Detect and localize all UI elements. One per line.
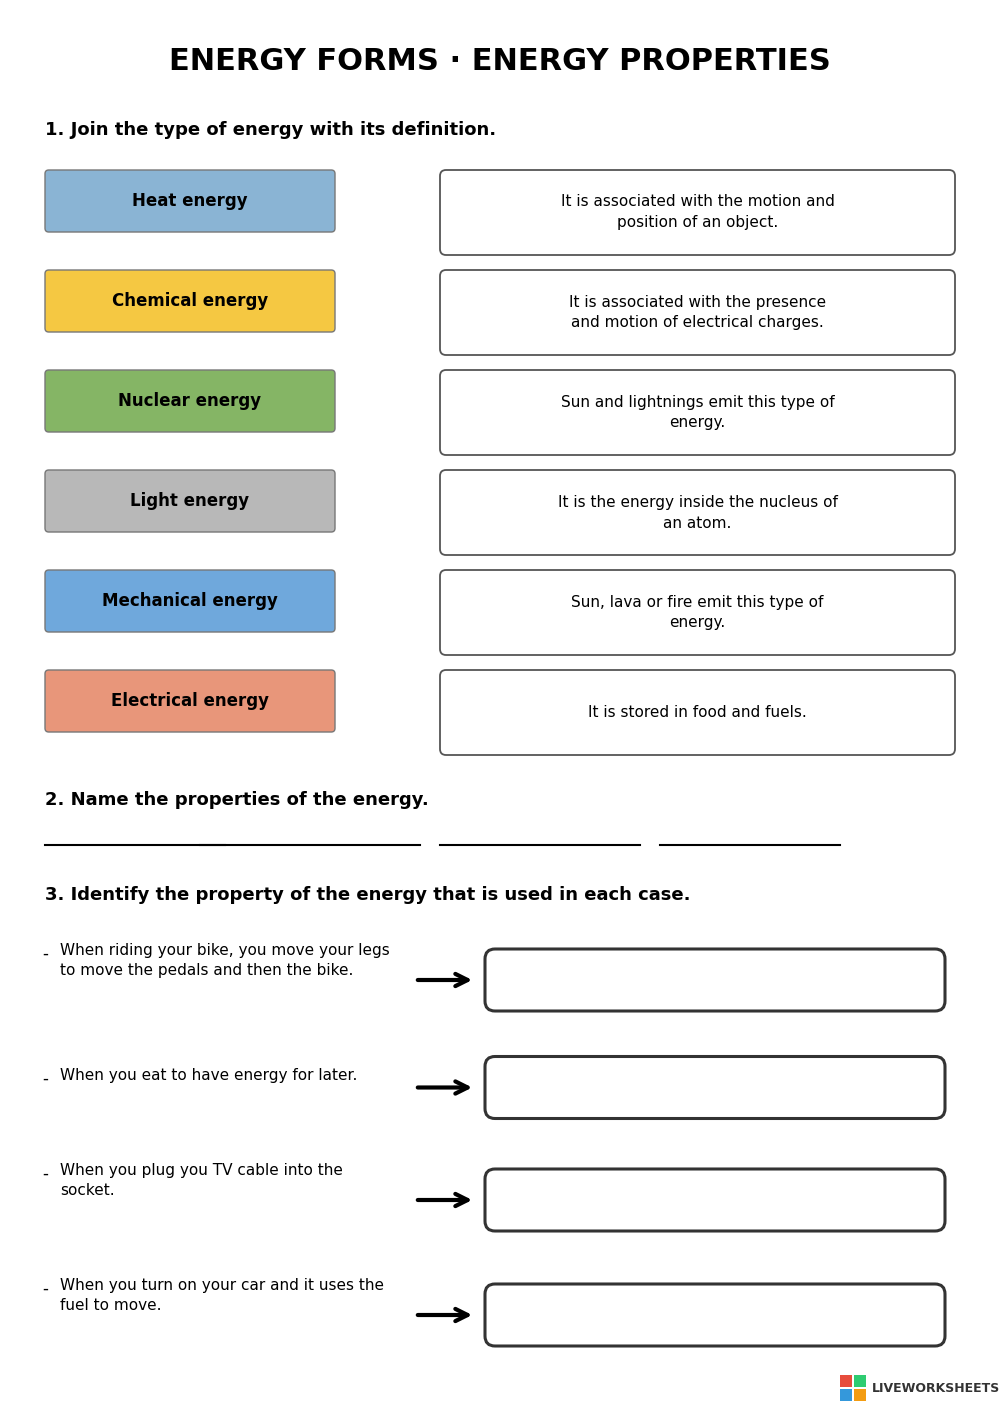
FancyBboxPatch shape [485,1057,945,1119]
FancyBboxPatch shape [45,569,335,632]
FancyBboxPatch shape [45,370,335,432]
Text: Sun, lava or fire emit this type of
energy.: Sun, lava or fire emit this type of ener… [571,595,824,630]
Text: -: - [42,945,48,964]
FancyBboxPatch shape [440,670,955,755]
Bar [840,1389,852,1402]
Text: ENERGY FORMS · ENERGY PROPERTIES: ENERGY FORMS · ENERGY PROPERTIES [169,48,831,76]
Text: -: - [42,1280,48,1299]
Text: It is associated with the presence
and motion of electrical charges.: It is associated with the presence and m… [569,294,826,331]
Text: Sun and lightnings emit this type of
energy.: Sun and lightnings emit this type of ene… [561,394,834,431]
Text: Light energy: Light energy [130,492,250,510]
FancyBboxPatch shape [45,170,335,232]
Text: When you eat to have energy for later.: When you eat to have energy for later. [60,1068,357,1082]
Text: When you plug you TV cable into the
socket.: When you plug you TV cable into the sock… [60,1163,343,1198]
FancyBboxPatch shape [485,950,945,1010]
Text: Chemical energy: Chemical energy [112,292,268,309]
Text: When riding your bike, you move your legs
to move the pedals and then the bike.: When riding your bike, you move your leg… [60,942,390,978]
Text: 3. Identify the property of the energy that is used in each case.: 3. Identify the property of the energy t… [45,886,690,904]
Bar [854,1389,866,1402]
Text: -: - [42,1164,48,1183]
Text: 1. Join the type of energy with its definition.: 1. Join the type of energy with its defi… [45,122,496,138]
FancyBboxPatch shape [485,1284,945,1347]
FancyBboxPatch shape [45,670,335,732]
FancyBboxPatch shape [45,270,335,332]
Bar [840,1375,852,1388]
Text: It is the energy inside the nucleus of
an atom.: It is the energy inside the nucleus of a… [558,495,837,530]
Text: LIVEWORKSHEETS: LIVEWORKSHEETS [872,1382,1000,1396]
FancyBboxPatch shape [440,569,955,656]
Text: 2. Name the properties of the energy.: 2. Name the properties of the energy. [45,791,429,810]
FancyBboxPatch shape [45,471,335,533]
Text: It is associated with the motion and
position of an object.: It is associated with the motion and pos… [561,195,834,230]
Text: When you turn on your car and it uses the
fuel to move.: When you turn on your car and it uses th… [60,1277,384,1314]
FancyBboxPatch shape [440,170,955,254]
FancyBboxPatch shape [485,1169,945,1231]
Text: It is stored in food and fuels.: It is stored in food and fuels. [588,705,807,721]
Text: Nuclear energy: Nuclear energy [118,391,262,410]
Text: -: - [42,1070,48,1088]
Text: Heat energy: Heat energy [132,192,248,211]
Text: Mechanical energy: Mechanical energy [102,592,278,610]
FancyBboxPatch shape [440,471,955,555]
FancyBboxPatch shape [440,270,955,355]
Text: Electrical energy: Electrical energy [111,692,269,709]
Bar [854,1375,866,1388]
FancyBboxPatch shape [440,370,955,455]
